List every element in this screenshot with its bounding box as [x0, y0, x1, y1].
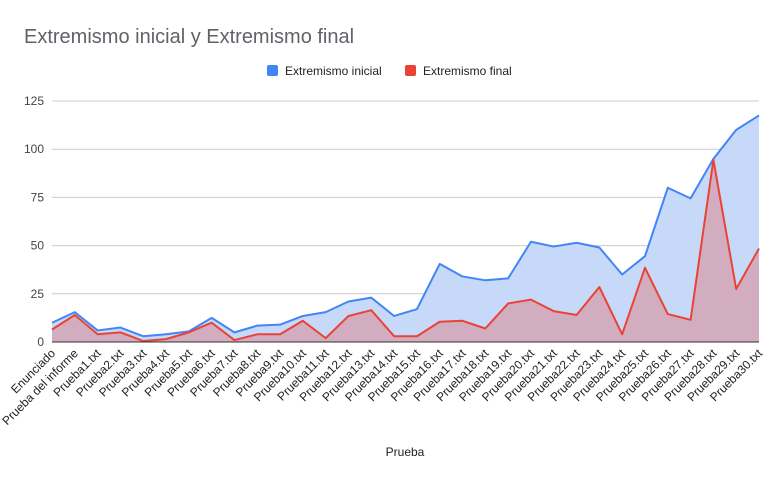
series-lines [51, 114, 760, 343]
y-tick-label: 75 [31, 190, 45, 204]
y-tick-label: 0 [37, 335, 44, 349]
legend-swatch-inicial [267, 65, 278, 76]
legend-label-final: Extremismo final [423, 64, 512, 78]
y-tick-label: 100 [24, 142, 44, 156]
area-series-1 [52, 115, 759, 343]
chart-title: Extremismo inicial y Extremismo final [24, 26, 354, 48]
line-series-1 [51, 114, 760, 338]
y-tick-label: 25 [31, 287, 45, 301]
area-series-2 [52, 159, 759, 342]
line-series-2 [51, 158, 760, 343]
legend: Extremismo inicial Extremismo final [267, 64, 512, 78]
y-axis-ticks: 0 25 50 75 100 125 [24, 94, 44, 349]
legend-swatch-final [405, 65, 416, 76]
y-tick-label: 125 [24, 94, 44, 108]
x-axis-title: Prueba [386, 445, 425, 459]
legend-label-inicial: Extremismo inicial [285, 64, 382, 78]
series-areas [52, 115, 759, 343]
y-tick-label: 50 [31, 239, 45, 253]
